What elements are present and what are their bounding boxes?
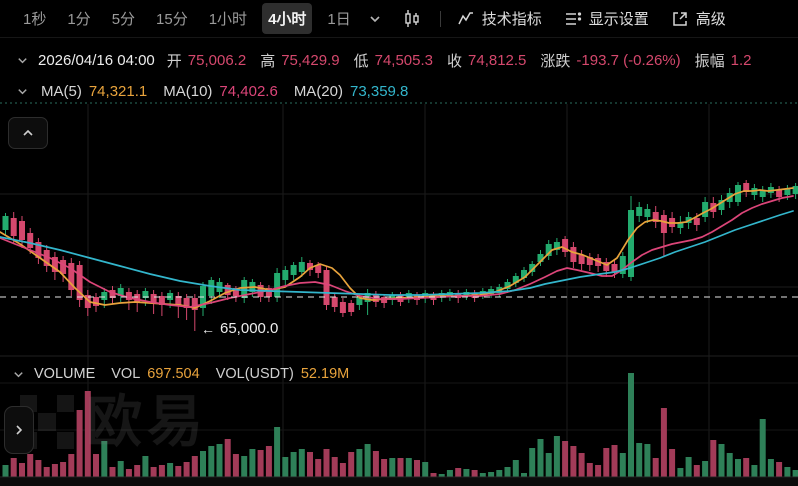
amplitude-label: 振幅 (694, 52, 725, 70)
amplitude-value: 1.2 (730, 51, 752, 69)
indicators-label: 技术指标 (481, 11, 542, 28)
volume-collapse-chevron-icon[interactable] (12, 368, 25, 381)
volume-title: VOLUME (34, 366, 96, 382)
change-value: -193.7 (-0.26%) (576, 51, 681, 69)
indicators-button[interactable]: 技术指标 (457, 8, 542, 29)
tab-timeframe-1h[interactable]: 1小时 (208, 11, 248, 28)
ma20-label: MA(20) (293, 82, 343, 100)
ma5-label: MA(5) (41, 82, 82, 100)
ma20-line (0, 210, 794, 296)
change-label: 涨跌 (540, 52, 571, 70)
lowest-price-value: 65,000.0 (220, 320, 279, 337)
display-settings-button[interactable]: 显示设置 (564, 8, 649, 29)
ohlc-info-row: 2026/04/16 04:00 开 75,006.2 高 75,429.9 低… (0, 48, 798, 72)
ma5-value: 74,321.1 (88, 82, 148, 100)
indicators-trend-icon (457, 10, 475, 28)
ohlc-collapse-chevron-icon[interactable] (16, 54, 29, 67)
ma-collapse-chevron-icon[interactable] (16, 85, 29, 98)
tab-timeframe-1d[interactable]: 1日 (327, 11, 351, 28)
open-value: 75,006.2 (187, 51, 247, 69)
watermark-text: 欧易 (86, 390, 208, 453)
timeframe-dropdown-chevron-icon[interactable] (368, 12, 382, 26)
volume-bars (2, 373, 798, 477)
expand-drawer-button[interactable] (4, 406, 34, 454)
tab-timeframe-4h[interactable]: 4小时 (262, 3, 313, 34)
ma10-label: MA(10) (163, 82, 213, 100)
tab-timeframe-15m[interactable]: 15分 (156, 11, 188, 28)
low-value: 74,505.3 (374, 51, 433, 69)
volume-pane-header: VOLUME VOL 697.504 VOL(USDT) 52.19M (12, 366, 365, 382)
tab-timeframe-1s[interactable]: 1秒 (23, 11, 47, 28)
vol-value: 697.504 (147, 366, 200, 382)
chart-toolbar: 1秒 1分 5分 15分 1小时 4小时 1日 技术指标 显示设置 (0, 0, 798, 38)
ma10-value: 74,402.6 (219, 82, 278, 100)
okx-watermark: 欧易 (20, 394, 208, 450)
candles (2, 180, 798, 331)
vol-usdt-label: VOL(USDT) (215, 366, 294, 382)
collapse-pane-button[interactable] (8, 117, 48, 149)
chevron-right-icon (16, 425, 23, 435)
tab-timeframe-1m[interactable]: 1分 (67, 11, 91, 28)
display-settings-label: 显示设置 (588, 11, 649, 28)
chevron-up-icon (23, 129, 33, 136)
advanced-chart-label: 高级 (695, 11, 726, 28)
candle-datetime: 2026/04/16 04:00 (38, 51, 155, 69)
close-label: 收 (447, 52, 463, 70)
toolbar-divider (439, 10, 441, 27)
ma20-value: 73,359.8 (350, 82, 409, 100)
tab-timeframe-5m[interactable]: 5分 (111, 11, 136, 28)
time-axis-strip[interactable] (0, 478, 798, 486)
high-label: 高 (260, 52, 276, 70)
vol-label: VOL (111, 366, 141, 382)
ma-info-row: MA(5) 74,321.1 MA(10) 74,402.6 MA(20) 73… (0, 80, 798, 102)
open-label: 开 (166, 52, 182, 70)
advanced-chart-icon (671, 10, 689, 28)
high-value: 75,429.9 (281, 51, 340, 69)
advanced-chart-button[interactable]: 高级 (671, 8, 726, 29)
display-settings-icon (564, 10, 582, 28)
close-value: 74,812.5 (468, 51, 527, 69)
vol-usdt-value: 52.19M (300, 366, 350, 382)
low-label: 低 (353, 52, 369, 70)
lowest-price-marker: ← 65,000.0 (201, 320, 278, 337)
left-arrow-icon: ← (201, 320, 215, 337)
chart-style-candlestick-icon[interactable] (402, 9, 422, 29)
